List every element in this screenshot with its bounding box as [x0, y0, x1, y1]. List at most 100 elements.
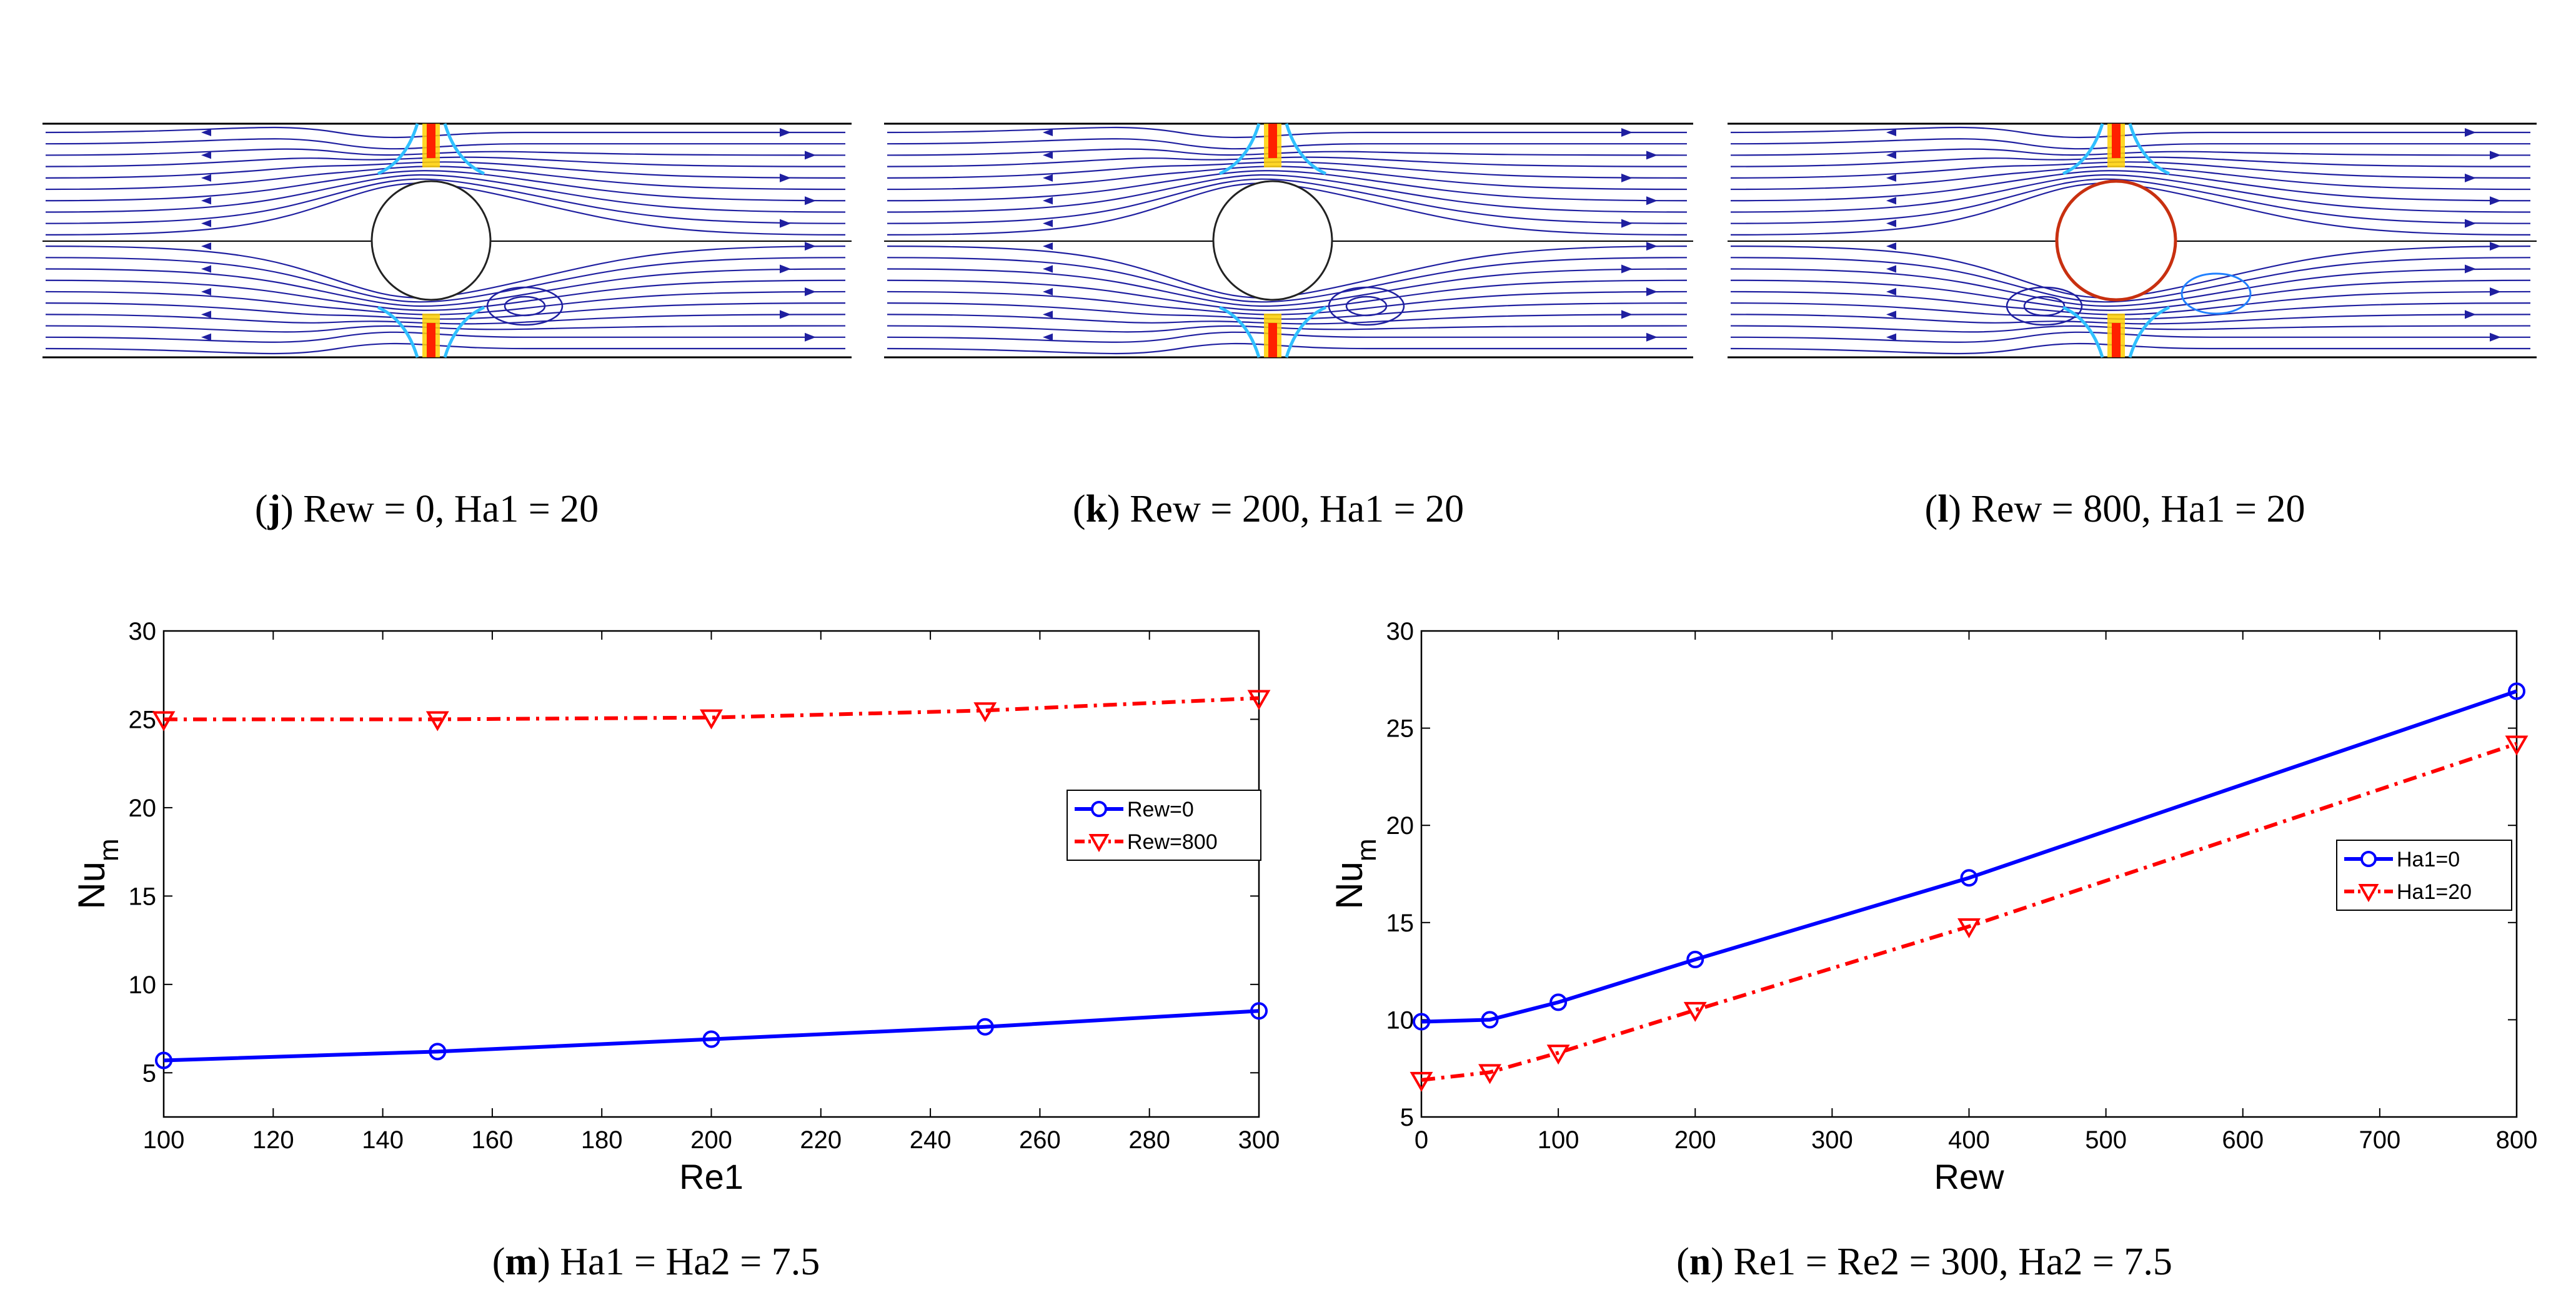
x-tick-label: 260 [1019, 1126, 1061, 1154]
streamline [887, 138, 1687, 150]
y-tick-label: 20 [1386, 812, 1415, 840]
x-axis-label: Rew [1934, 1157, 2004, 1196]
legend-label: Rew=0 [1127, 798, 1194, 821]
streamline-arrow [805, 196, 816, 206]
streamline-arrow [805, 242, 816, 251]
streamline [1730, 178, 2531, 224]
streamline-arrow [1886, 219, 1896, 227]
x-tick-label: 240 [910, 1126, 952, 1154]
streamline-arrow [805, 287, 816, 296]
legend-marker [1088, 834, 1110, 853]
x-tick-label: 100 [143, 1126, 185, 1154]
x-tick-label: 300 [1238, 1126, 1280, 1154]
streamline [1730, 279, 2531, 311]
data-point [1683, 1001, 1707, 1022]
chart-m: 100 120 140 160 180 200 220 240 260 280 300 5 10 15 20… [71, 618, 1280, 1196]
x-tick-label: 100 [1538, 1126, 1579, 1154]
streamline-panel-k [884, 122, 1693, 359]
streamline-arrow [201, 129, 211, 136]
streamline-arrow [1621, 173, 1633, 182]
caption-l-letter: l [1937, 488, 1948, 530]
streamline [45, 325, 846, 333]
heat-contour [443, 123, 485, 176]
streamline [1730, 170, 2531, 202]
streamline-arrow [780, 173, 791, 182]
streamline-arrow [1621, 219, 1633, 228]
series-line [1421, 689, 2517, 1024]
streamline-arrow [1646, 196, 1658, 206]
streamline-arrow [1621, 128, 1633, 137]
data-point [425, 711, 449, 732]
x-tick-label: 140 [362, 1126, 404, 1154]
heat-contour [2062, 305, 2104, 358]
streamline-arrow [1886, 310, 1896, 319]
cylinder [370, 180, 492, 301]
caption-j-letter: j [267, 488, 281, 530]
streamline-arrow [1043, 174, 1053, 182]
data-point [152, 711, 176, 732]
data-point [1478, 1064, 1502, 1084]
streamline-arrow [780, 128, 791, 137]
streamline-arrow [2490, 151, 2501, 160]
data-point [1960, 869, 1978, 887]
streamline [1730, 257, 2531, 303]
streamline-arrow [201, 219, 211, 227]
streamline [1730, 331, 2530, 343]
x-tick-label: 200 [690, 1126, 732, 1154]
legend: Ha1=0 Ha1=20 [2336, 840, 2512, 911]
streamline-arrow [1886, 197, 1896, 205]
vortex [486, 286, 564, 326]
y-axis-label: Num [71, 838, 124, 909]
streamline [887, 170, 1688, 202]
streamline [887, 148, 1688, 156]
streamline [887, 257, 1688, 303]
vortex [1328, 286, 1405, 326]
vortex-inner [2023, 295, 2066, 317]
data-point [973, 702, 997, 723]
streamline-arrow [1886, 129, 1896, 136]
plot-frame [1420, 630, 2518, 1118]
data-point [1481, 1011, 1499, 1029]
streamline-arrow [201, 242, 211, 251]
streamline-arrow [1886, 265, 1896, 273]
streamline [45, 178, 846, 224]
streamline-arrow [2490, 332, 2501, 342]
streamline-arrow [805, 151, 816, 160]
heat-contour [2062, 123, 2104, 176]
streamline-arrow [201, 333, 211, 341]
legend: Rew=0 Rew=800 [1067, 790, 1261, 861]
streamline-arrow [1043, 287, 1053, 295]
legend-label: Rew=800 [1127, 830, 1218, 854]
data-point [1247, 690, 1271, 710]
data-point [1686, 950, 1704, 968]
caption-l: (l) Rew = 800, Ha1 = 20 [1925, 488, 2305, 530]
streamline-arrow [1043, 151, 1053, 159]
heat-contour [377, 123, 419, 176]
streamline [45, 268, 846, 307]
caption-m: (m) Ha1 = Ha2 = 7.5 [492, 1241, 820, 1283]
series-line [164, 696, 1260, 722]
y-tick-label: 5 [142, 1059, 156, 1087]
x-axis-label: Re1 [679, 1157, 743, 1196]
cylinder [1212, 180, 1333, 301]
data-point [1410, 1071, 1433, 1092]
streamline-arrow [1886, 333, 1896, 341]
caption-k: (k) Rew = 200, Ha1 = 20 [1073, 488, 1464, 530]
streamline-arrow [780, 264, 791, 274]
vortex [2006, 286, 2083, 326]
y-tick-label: 5 [1400, 1104, 1414, 1131]
streamline-arrow [1646, 332, 1658, 342]
legend-marker [2360, 851, 2377, 867]
streamline [45, 148, 846, 156]
streamline [45, 174, 846, 213]
y-tick-label: 30 [1386, 618, 1415, 645]
streamline-arrow [780, 310, 791, 319]
y-axis-label-sub: m [94, 838, 124, 861]
streamline [45, 279, 846, 311]
x-tick-label: 500 [2085, 1126, 2127, 1154]
x-tick-label: 120 [252, 1126, 294, 1154]
streamline-arrow [2490, 242, 2501, 251]
caption-l-text: Rew = 800, Ha1 = 20 [1971, 488, 2305, 530]
data-point [1549, 993, 1568, 1011]
x-tick-label: 280 [1128, 1126, 1170, 1154]
